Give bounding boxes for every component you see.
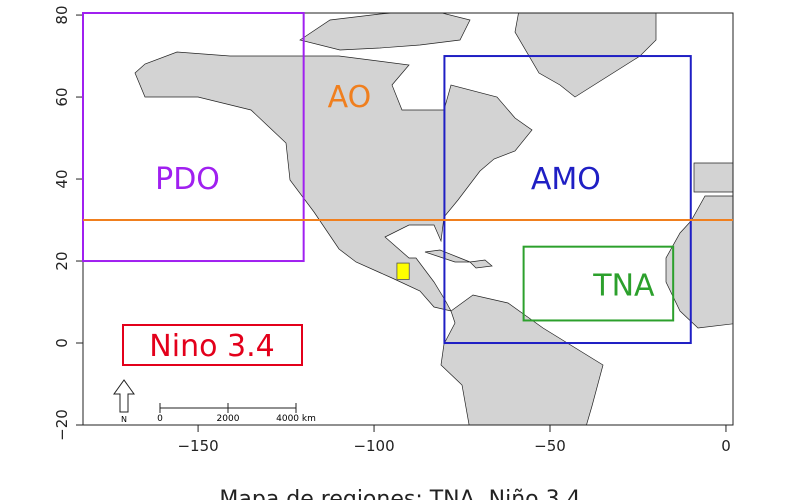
south-america: [440, 294, 604, 425]
north-label: N: [121, 415, 127, 424]
nino-box: [122, 324, 303, 366]
caption: Mapa de regiones: TNA, Niño 3.4: [219, 487, 580, 500]
region-box: [443, 55, 692, 345]
x-tick-label: −100: [353, 437, 394, 455]
y-tick-label: 0: [53, 338, 71, 348]
region-label: AMO: [531, 162, 601, 197]
arrow: [113, 379, 135, 413]
scale-label: 0: [157, 414, 163, 424]
scale-label: 2000: [217, 414, 240, 424]
y-tick-label: 80: [53, 6, 71, 25]
cuba: [424, 249, 471, 263]
region-box: [396, 262, 410, 280]
hispaniola: [469, 259, 493, 269]
region-label: TNA: [592, 269, 655, 304]
x-tick-label: −50: [534, 437, 566, 455]
north-america: [134, 51, 533, 312]
region-box: [522, 245, 675, 322]
scale-label: 4000 km: [276, 414, 316, 424]
y-tick-label: 60: [53, 87, 71, 106]
region-box: [82, 12, 305, 263]
y-tick-label: 20: [53, 251, 71, 270]
arctic-islands: [299, 13, 471, 51]
north-arrow: N: [113, 379, 135, 424]
x-tick-label: −150: [177, 437, 218, 455]
scale-bar: [159, 403, 297, 413]
region-label: PDO: [155, 162, 220, 197]
y-tick-label: −20: [53, 409, 71, 441]
y-tick-label: 40: [53, 169, 71, 188]
ao-label: AO: [328, 80, 372, 115]
greenland: [514, 13, 657, 98]
africa: [665, 195, 733, 329]
land: [134, 13, 733, 425]
x-tick-label: 0: [721, 437, 731, 455]
iberia: [693, 162, 733, 193]
nino-label: Nino 3.4: [149, 329, 274, 364]
